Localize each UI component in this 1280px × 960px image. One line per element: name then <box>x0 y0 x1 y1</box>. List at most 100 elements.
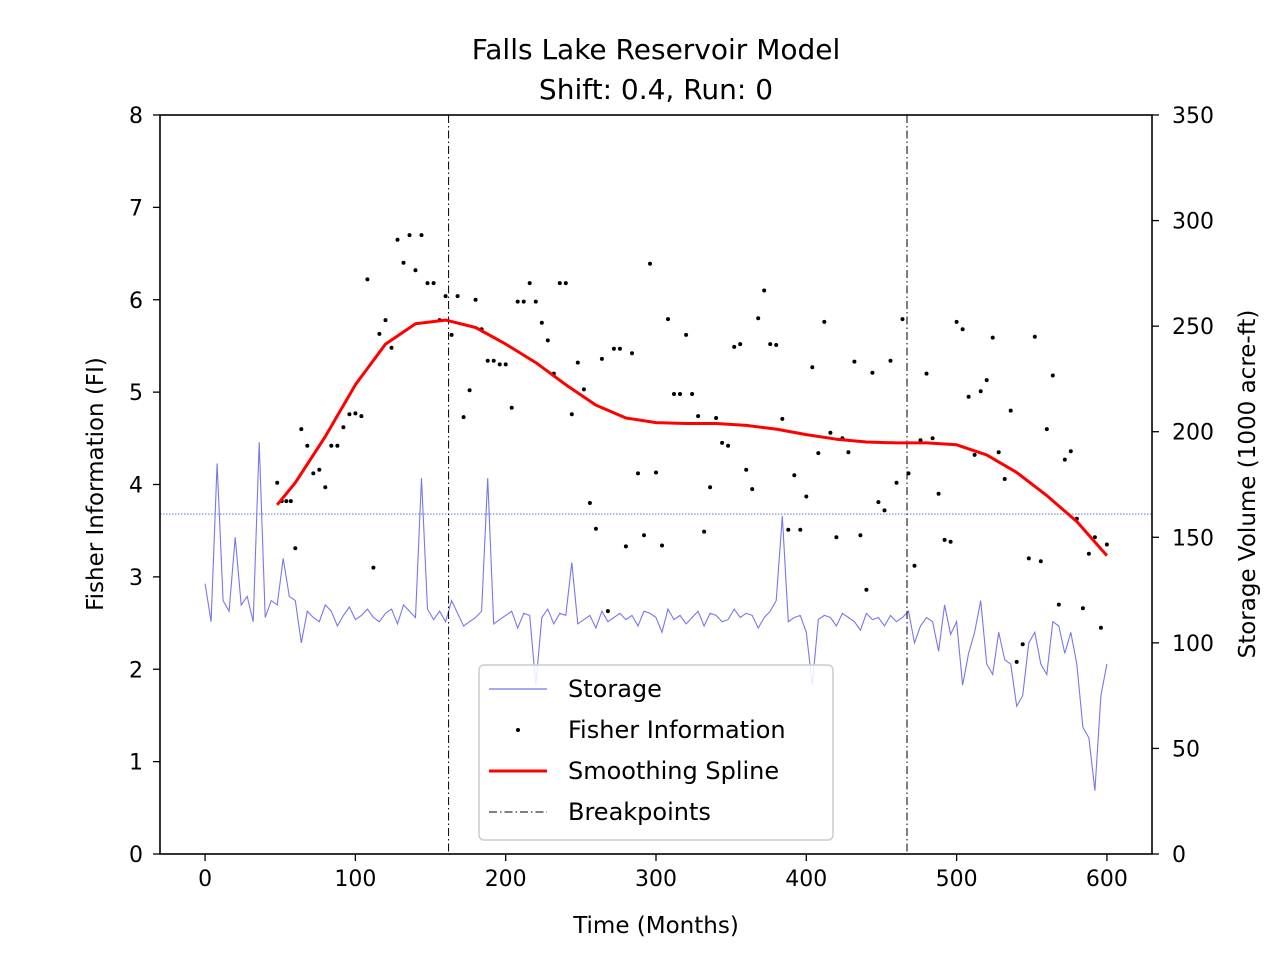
y2-tick-label: 0 <box>1172 843 1186 868</box>
y2-tick-label: 150 <box>1172 526 1214 551</box>
fisher-point <box>822 319 827 324</box>
fisher-point <box>1002 477 1007 481</box>
fisher-point <box>702 529 707 534</box>
fisher-point <box>648 261 652 266</box>
fisher-point <box>593 526 598 531</box>
fisher-point <box>623 544 628 549</box>
storage-line <box>204 442 1108 791</box>
fisher-point <box>1026 556 1031 561</box>
fisher-point <box>497 362 502 367</box>
smoothing-spline-line <box>276 318 1109 557</box>
fisher-point <box>990 335 995 340</box>
fisher-point <box>365 277 370 282</box>
fisher-point <box>1044 427 1049 432</box>
fisher-point <box>485 358 490 363</box>
fisher-point <box>425 281 430 286</box>
y2-axis-ticks: 0 50 100 150 200 250 300 350 <box>1152 104 1214 868</box>
fisher-point <box>744 467 749 472</box>
fisher-point <box>335 443 340 448</box>
fisher-point <box>617 346 622 351</box>
fisher-point <box>912 563 917 568</box>
legend-label-storage: Storage <box>568 675 662 703</box>
fisher-point <box>1056 602 1061 607</box>
fisher-point <box>834 535 839 540</box>
y2-tick-label: 350 <box>1172 104 1214 129</box>
fisher-point <box>972 452 977 457</box>
fisher-point <box>714 416 719 420</box>
fisher-point <box>672 392 676 396</box>
fisher-point <box>960 327 965 332</box>
fisher-point <box>804 494 809 499</box>
fisher-point <box>527 281 532 286</box>
fisher-point <box>383 318 388 323</box>
fisher-point <box>798 527 803 532</box>
fisher-point <box>768 342 773 347</box>
fisher-point <box>1062 457 1067 462</box>
fisher-point <box>660 543 664 548</box>
fisher-point <box>407 233 412 238</box>
fisher-point <box>581 387 586 392</box>
fisher-point <box>1080 606 1085 611</box>
legend-label-fisher: Fisher Information <box>568 716 786 744</box>
fisher-point <box>738 342 743 347</box>
fisher-point <box>329 443 334 448</box>
x-tick-label: 100 <box>334 867 376 892</box>
fisher-point <box>413 268 418 273</box>
fisher-point <box>317 467 322 472</box>
fisher-point <box>599 356 604 361</box>
legend-label-spline: Smoothing Spline <box>568 757 779 785</box>
fisher-point <box>455 294 460 299</box>
fisher-point <box>906 471 911 476</box>
fisher-point <box>810 365 815 370</box>
fisher-point <box>948 539 953 544</box>
fisher-point <box>275 480 280 485</box>
fisher-point <box>419 233 424 238</box>
fisher-point <box>732 344 737 349</box>
chart-title: Falls Lake Reservoir Model <box>472 33 841 66</box>
fisher-point <box>636 471 640 476</box>
fisher-point <box>467 388 472 393</box>
fisher-point <box>708 485 713 490</box>
y-tick-label: 2 <box>129 658 143 683</box>
fisher-point <box>605 609 610 614</box>
fisher-point <box>461 415 466 420</box>
fisher-point <box>611 346 616 351</box>
y-tick-label: 7 <box>129 196 143 221</box>
fisher-point <box>311 471 316 476</box>
fisher-point <box>539 320 544 325</box>
y-tick-label: 3 <box>129 566 143 591</box>
fisher-point <box>666 317 670 322</box>
y-tick-label: 0 <box>129 843 143 868</box>
fisher-point <box>900 317 905 322</box>
fisher-point <box>1050 373 1055 378</box>
fisher-point <box>774 343 779 347</box>
legend-label-breakpoints: Breakpoints <box>568 798 711 826</box>
fisher-point <box>846 450 851 455</box>
fisher-point <box>1104 542 1109 547</box>
storage-series <box>204 442 1108 791</box>
fisher-point <box>882 508 887 513</box>
fisher-point <box>726 443 731 448</box>
fisher-point <box>341 425 346 430</box>
fisher-point <box>966 394 971 399</box>
fisher-point <box>696 414 701 419</box>
fisher-point <box>888 358 893 363</box>
fisher-point <box>449 332 454 337</box>
fisher-point <box>569 412 574 417</box>
x-tick-label: 200 <box>485 867 527 892</box>
y2-tick-label: 250 <box>1172 315 1214 340</box>
y-tick-label: 1 <box>129 751 143 776</box>
x-tick-label: 500 <box>936 867 978 892</box>
fisher-point <box>828 430 833 435</box>
x-axis-label: Time (Months) <box>572 913 739 939</box>
fisher-point <box>954 319 959 324</box>
legend-box <box>478 664 834 841</box>
y2-axis-label: Storage Volume (1000 acre-ft) <box>1235 310 1261 659</box>
fisher-point <box>395 237 400 242</box>
fisher-point <box>305 443 310 448</box>
fisher-point <box>359 414 364 419</box>
legend: Storage Fisher Information Smoothing Spl… <box>478 664 834 841</box>
fisher-point <box>288 499 293 504</box>
chart-subtitle: Shift: 0.4, Run: 0 <box>539 73 773 106</box>
